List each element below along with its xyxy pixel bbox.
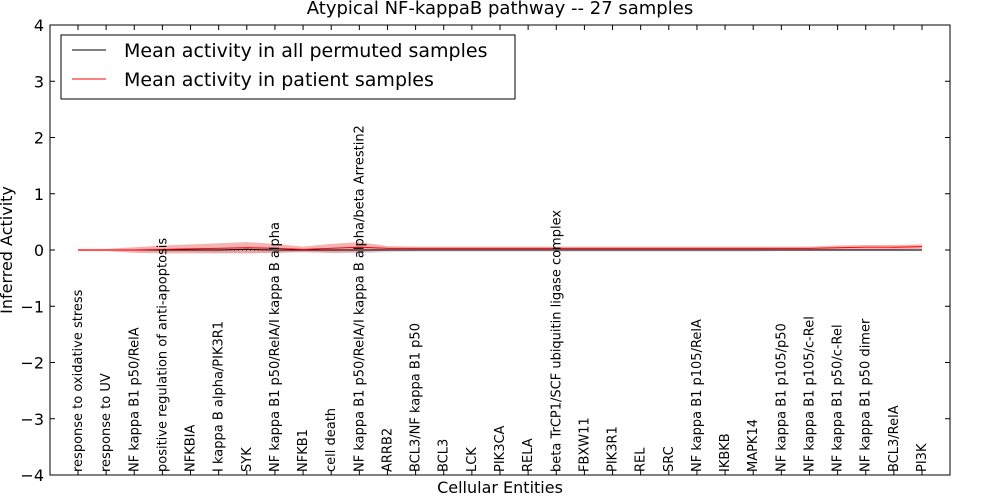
y-tick-label: 3	[34, 72, 44, 91]
x-tick-label: SRC	[662, 446, 677, 472]
x-tick-label: NF kappa B1 p50 dimer	[859, 318, 874, 472]
y-tick-label: −3	[20, 410, 44, 429]
x-tick-label: BCL3/RelA	[887, 405, 902, 472]
x-tick-label: REL	[634, 447, 649, 472]
x-tick-label: NF kappa B1 p50/RelA/I kappa B alpha/bet…	[352, 125, 367, 472]
series-band-1	[78, 242, 922, 254]
x-tick-label: IKBKB	[718, 433, 733, 472]
y-tick-label: 4	[34, 16, 44, 35]
plot-area: −4 −3 −2 −1 0 1 2 3 4 response to oxidative stres…	[20, 16, 951, 485]
x-tick-label: response to UV	[99, 373, 114, 472]
x-axis-label: Cellular Entities	[437, 478, 563, 497]
legend: Mean activity in all permuted samples Me…	[60, 34, 516, 100]
y-tick-label: −2	[20, 354, 44, 373]
x-tick-label: NF kappa B1 p105/c-Rel	[802, 316, 817, 472]
series-line-0	[78, 248, 922, 251]
x-tick-label: NF kappa B1 p50/c-Rel	[831, 324, 846, 472]
x-tick-label: PIK3CA	[493, 425, 508, 472]
x-tick-label: response to oxidative stress	[71, 289, 86, 472]
x-tick-label: NF kappa B1 p50/RelA/I kappa B alpha	[268, 222, 283, 472]
y-tick-label: −4	[20, 466, 44, 485]
x-tick-label: NF kappa B1 p50/RelA	[127, 327, 142, 472]
y-tick-label: 0	[34, 241, 44, 260]
x-tick-label: RELA	[521, 438, 536, 472]
y-tick-label: −1	[20, 297, 44, 316]
series-line-1	[78, 246, 923, 251]
x-tick-label: BCL3/NF kappa B1 p50	[409, 323, 424, 472]
y-tick-label: 1	[34, 185, 44, 204]
x-tick-label: MAPK14	[746, 419, 761, 472]
x-tick-label: LCK	[465, 447, 480, 472]
legend-box	[60, 34, 516, 100]
x-tick-label: PI3K	[915, 443, 930, 472]
x-tick-label: SYK	[240, 447, 255, 472]
x-tick-label: ARRB2	[380, 428, 395, 472]
x-tick-label: NF kappa B1 p105/RelA	[690, 319, 705, 472]
legend-label-patient: Mean activity in patient samples	[124, 69, 434, 91]
chart-title: Atypical NF-kappaB pathway -- 27 samples	[307, 0, 693, 19]
x-tick-label: cell death	[324, 408, 339, 472]
x-tick-label: NF kappa B1 p105/p50	[774, 323, 789, 472]
x-tick-label: I kappa B alpha/PIK3R1	[212, 321, 227, 472]
x-tick-label: beta TrCP1/SCF ubiquitin ligase complex	[549, 210, 564, 472]
y-axis-label: Inferred Activity	[0, 186, 16, 314]
x-tick-label: positive regulation of anti-apoptosis	[155, 238, 170, 472]
x-tick-label: FBXW11	[577, 417, 592, 472]
x-tick-label: NFKBIA	[184, 425, 199, 472]
x-tick-label: PIK3R1	[606, 426, 621, 472]
legend-label-permuted: Mean activity in all permuted samples	[124, 40, 487, 62]
y-tick-label: 2	[34, 129, 44, 148]
x-tick-label: BCL3	[437, 439, 452, 472]
x-tick-label: NFKB1	[296, 429, 311, 472]
